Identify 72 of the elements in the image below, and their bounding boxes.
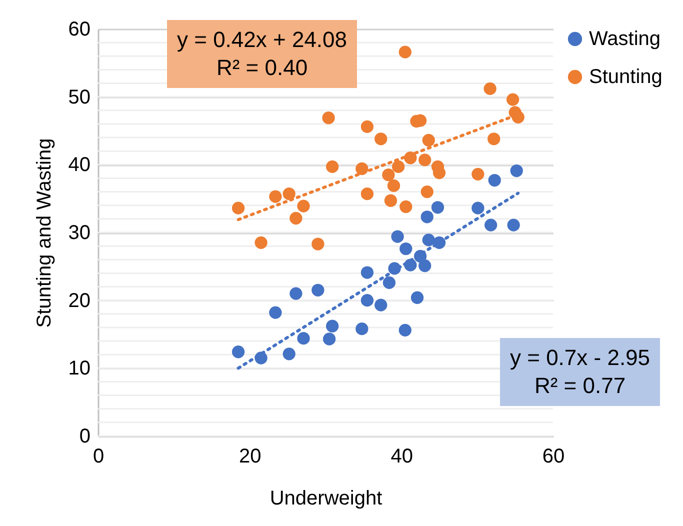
point — [290, 212, 302, 225]
point — [422, 234, 435, 246]
point — [398, 46, 412, 58]
y-tick-label: 20 — [68, 290, 90, 312]
point — [356, 322, 368, 336]
point — [484, 218, 498, 232]
point — [312, 284, 324, 296]
point — [507, 218, 520, 232]
point — [297, 332, 310, 345]
x-tick-label: 0 — [92, 446, 104, 468]
y-tick-label: 30 — [68, 222, 90, 244]
y-tick-label: 10 — [68, 358, 90, 380]
point — [326, 160, 339, 174]
y-tick-label: 50 — [68, 86, 90, 108]
point — [374, 298, 388, 312]
point — [360, 188, 374, 200]
point — [422, 134, 435, 147]
point — [400, 200, 412, 214]
point — [510, 164, 523, 178]
point — [360, 266, 374, 279]
point — [297, 200, 310, 212]
point — [322, 332, 336, 346]
point — [392, 160, 405, 174]
y-axis-title: Stunting and Wasting — [33, 138, 56, 328]
point — [410, 291, 424, 304]
point — [398, 324, 412, 336]
point — [290, 287, 302, 300]
point — [512, 110, 524, 124]
annotation: R² = 0.40 — [215, 54, 309, 82]
point — [391, 230, 404, 243]
point — [472, 202, 484, 214]
y-tick-label: 40 — [68, 154, 90, 176]
point — [382, 168, 395, 182]
x-tick-label: 60 — [542, 446, 565, 468]
point — [384, 194, 398, 207]
point — [488, 132, 500, 146]
point — [432, 166, 446, 180]
point — [374, 132, 388, 146]
point — [282, 348, 296, 360]
point — [322, 112, 335, 124]
annotation: y = 0.7x - 2.95 — [510, 344, 650, 372]
point — [431, 201, 444, 214]
point — [484, 82, 496, 96]
x-tick-label: 20 — [239, 446, 262, 468]
point — [232, 202, 245, 214]
point — [282, 188, 296, 200]
point — [360, 294, 374, 307]
point — [418, 154, 432, 166]
point — [472, 168, 484, 180]
point — [360, 120, 374, 133]
point — [420, 185, 434, 198]
point — [254, 236, 268, 249]
x-axis-title: Underweight — [270, 488, 383, 510]
point — [418, 259, 432, 272]
point — [269, 190, 282, 203]
point — [506, 93, 520, 106]
point — [312, 238, 324, 250]
x-tick-label: 40 — [390, 446, 413, 468]
point — [488, 174, 501, 187]
y-tick-label: 0 — [79, 426, 90, 448]
point — [400, 242, 412, 256]
point — [232, 346, 245, 358]
annotation: y = 0.42x + 24.08 — [177, 26, 348, 54]
legend-label: Wasting — [589, 28, 661, 50]
point — [387, 179, 400, 192]
point — [326, 320, 339, 332]
point — [269, 306, 282, 319]
point — [382, 276, 396, 290]
y-tick-label: 60 — [68, 18, 90, 40]
legend-label: Stunting — [589, 66, 662, 88]
point — [420, 210, 434, 224]
annotation: R² = 0.77 — [533, 372, 627, 400]
